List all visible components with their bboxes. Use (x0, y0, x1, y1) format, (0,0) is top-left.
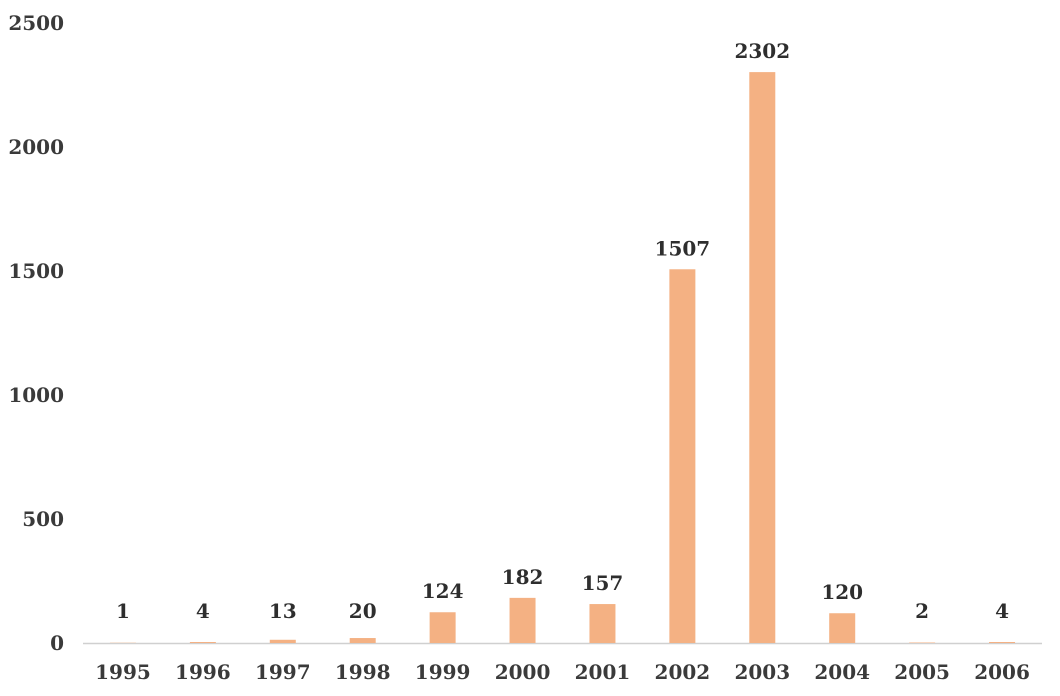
bar (829, 613, 856, 643)
data-label: 1 (116, 599, 130, 623)
data-label: 4 (995, 599, 1009, 623)
x-tick-label: 2002 (655, 660, 711, 684)
x-tick-label: 1998 (335, 660, 391, 684)
bar (589, 604, 616, 643)
x-tick-label: 2001 (575, 660, 631, 684)
x-tick-label: 1997 (255, 660, 311, 684)
bar (349, 638, 376, 643)
x-axis: 1995 1996 1997 1998 1999 2000 2001 2002 2003 2004… (83, 642, 1042, 684)
data-labels: 1 4 13 20 124 182 157 1507 2302 120 2 4 (116, 39, 1009, 623)
y-axis: 0 500 1000 1500 2000 2500 (8, 11, 64, 655)
bar (189, 642, 216, 643)
data-label: 20 (349, 599, 377, 623)
data-label: 182 (502, 565, 544, 589)
y-tick-label: 1500 (8, 259, 64, 283)
x-tick-label: 1999 (415, 660, 471, 684)
bar (989, 642, 1016, 643)
bar (509, 597, 536, 643)
data-label: 4 (196, 599, 210, 623)
bar (429, 612, 456, 643)
data-label: 2302 (734, 39, 790, 63)
data-label: 124 (422, 579, 464, 603)
bar (669, 269, 696, 643)
y-tick-label: 500 (22, 507, 64, 531)
x-tick-label: 1996 (175, 660, 231, 684)
x-tick-label: 2005 (894, 660, 950, 684)
data-label: 2 (915, 599, 929, 623)
data-label: 13 (269, 599, 297, 623)
data-label: 120 (821, 580, 863, 604)
bar (749, 72, 776, 643)
bar (269, 639, 296, 643)
y-tick-label: 0 (50, 631, 64, 655)
x-tick-label: 2006 (974, 660, 1030, 684)
y-tick-label: 1000 (8, 383, 64, 407)
data-label: 1507 (655, 236, 711, 260)
x-tick-label: 2004 (814, 660, 870, 684)
y-tick-label: 2000 (8, 135, 64, 159)
y-tick-label: 2500 (8, 11, 64, 35)
x-tick-label: 2000 (495, 660, 551, 684)
x-tick-label: 1995 (95, 660, 151, 684)
bars (109, 72, 1016, 643)
x-tick-label: 2003 (734, 660, 790, 684)
data-label: 157 (582, 571, 624, 595)
